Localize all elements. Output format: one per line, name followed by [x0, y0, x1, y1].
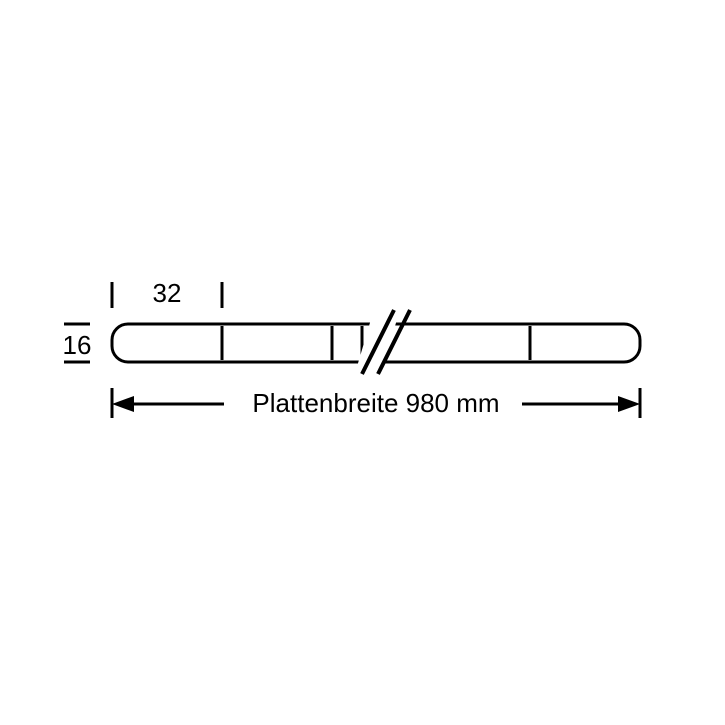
total-width-dimension: Plattenbreite 980 mm	[112, 388, 640, 418]
cell-width-dimension: 32	[112, 278, 222, 308]
arrowhead-right	[618, 396, 640, 412]
cell-width-label: 32	[153, 278, 182, 308]
height-dimension: 16	[63, 324, 92, 362]
height-label: 16	[63, 330, 92, 360]
arrowhead-left	[112, 396, 134, 412]
total-width-label: Plattenbreite 980 mm	[252, 388, 499, 418]
panel	[112, 310, 640, 374]
cross-section-diagram: 32 16	[0, 0, 725, 725]
